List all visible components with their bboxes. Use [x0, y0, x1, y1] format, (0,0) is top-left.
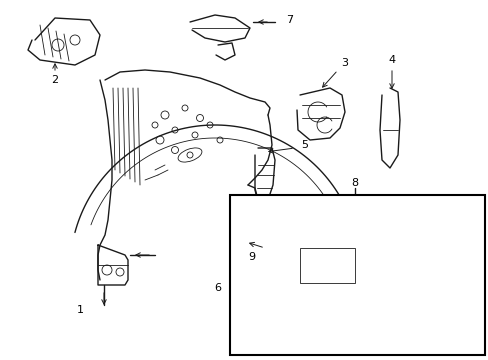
Text: 8: 8: [351, 178, 358, 188]
Text: 5: 5: [301, 140, 308, 150]
Text: 7: 7: [286, 15, 293, 25]
Text: 1: 1: [76, 305, 83, 315]
Text: 6: 6: [214, 283, 221, 293]
Text: 2: 2: [51, 75, 59, 85]
Text: 9: 9: [248, 252, 255, 262]
Text: 3: 3: [341, 58, 348, 68]
Text: 4: 4: [387, 55, 395, 65]
Bar: [299, 248, 354, 283]
Bar: [229, 195, 484, 355]
